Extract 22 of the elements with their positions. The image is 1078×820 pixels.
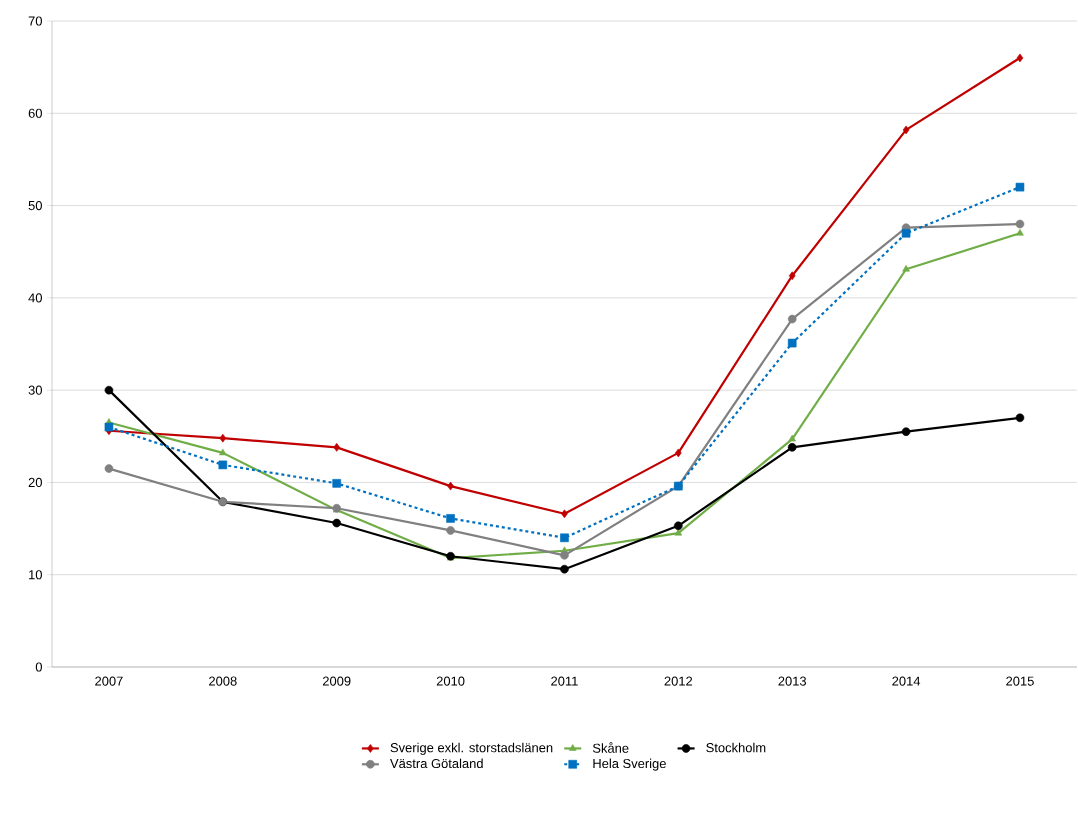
y-tick-label: 10: [29, 570, 42, 580]
x-tick-label: 2010: [436, 676, 465, 686]
legend-label: Sverige exkl. storstadslänen: [390, 742, 553, 755]
y-tick-label: 0: [35, 662, 42, 672]
legend-label: Västra Götaland: [390, 758, 483, 769]
y-tick-label: 30: [28, 385, 42, 395]
legend-label: Stockholm: [706, 742, 766, 753]
x-tick-label: 2008: [209, 676, 237, 686]
x-tick-label: 2013: [778, 676, 807, 686]
legend-label: Skåne: [592, 742, 629, 753]
x-tick-label: 2011: [551, 676, 578, 686]
x-tick-label: 2015: [1006, 676, 1034, 686]
x-tick-label: 2012: [664, 676, 693, 686]
y-tick-label: 20: [28, 477, 42, 488]
y-tick-label: 50: [28, 200, 42, 211]
legend-label: Hela Sverige: [593, 758, 666, 771]
y-tick-label: 70: [28, 16, 42, 26]
x-tick-label: 2014: [892, 676, 921, 686]
x-tick-label: 2007: [95, 676, 123, 686]
x-tick-label: 2009: [322, 676, 351, 686]
y-tick-label: 40: [28, 293, 42, 303]
y-tick-label: 60: [28, 108, 42, 118]
